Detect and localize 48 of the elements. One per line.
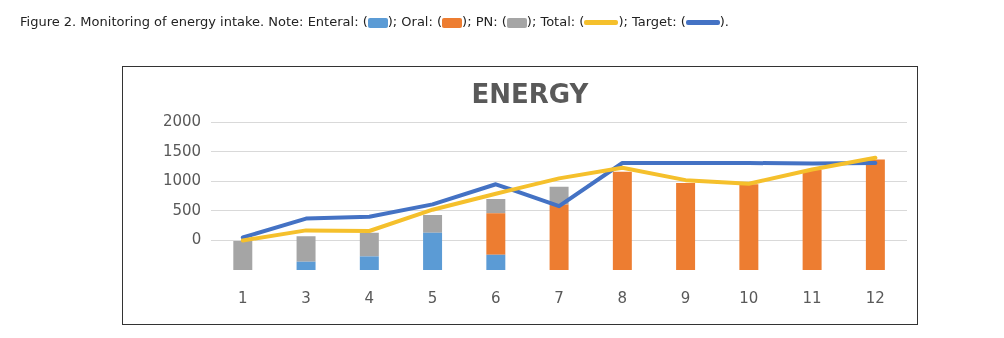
text: : ( [672, 14, 686, 29]
x-tick-label: 1 [238, 288, 248, 307]
legend-label: Oral [401, 14, 429, 29]
legend-label: PN [475, 14, 494, 29]
legend-label: Enteral [307, 14, 355, 29]
y-tick-label: 1000 [162, 171, 202, 190]
x-tick-label: 6 [491, 288, 501, 307]
x-tick-label: 9 [680, 288, 691, 307]
text: : ( [493, 14, 507, 29]
text: ); [526, 14, 537, 29]
x-tick-label: 11 [802, 288, 822, 307]
chart-title: ENERGY [471, 79, 590, 110]
bar [486, 199, 506, 214]
bar [549, 204, 569, 270]
text: ); [387, 14, 398, 29]
bar [423, 215, 443, 233]
bar [296, 261, 316, 270]
x-tick-label: 10 [739, 288, 759, 307]
text: ); [618, 14, 628, 29]
bar [612, 171, 632, 270]
bar [296, 236, 316, 262]
y-tick-label: 500 [172, 200, 202, 219]
text: : ( [570, 14, 585, 29]
bar [359, 256, 379, 270]
bar [423, 232, 443, 270]
x-tick-label: 4 [364, 288, 375, 307]
x-tick-label: 12 [865, 288, 885, 307]
x-tick-label: 7 [554, 288, 564, 307]
caption: Figure 2. Monitoring of energy intake. Note: [20, 14, 304, 29]
y-tick-label: 2000 [162, 112, 202, 131]
x-tick-label: 5 [427, 288, 438, 307]
legend-label: Total [540, 14, 571, 29]
bar [676, 183, 696, 270]
x-tick-label: 3 [301, 288, 311, 307]
bar [486, 254, 506, 270]
bar [359, 232, 379, 257]
bar [802, 170, 822, 270]
text: : ( [428, 14, 443, 29]
bar [865, 159, 885, 270]
bar [486, 213, 506, 255]
bar [739, 184, 759, 270]
y-tick-label: 1500 [162, 141, 202, 160]
y-tick-label: 0 [191, 230, 202, 249]
x-tick-label: 8 [617, 288, 628, 307]
text: : ( [354, 14, 368, 29]
bar [233, 240, 253, 270]
text: ). [719, 14, 730, 29]
text: ); [462, 14, 472, 29]
